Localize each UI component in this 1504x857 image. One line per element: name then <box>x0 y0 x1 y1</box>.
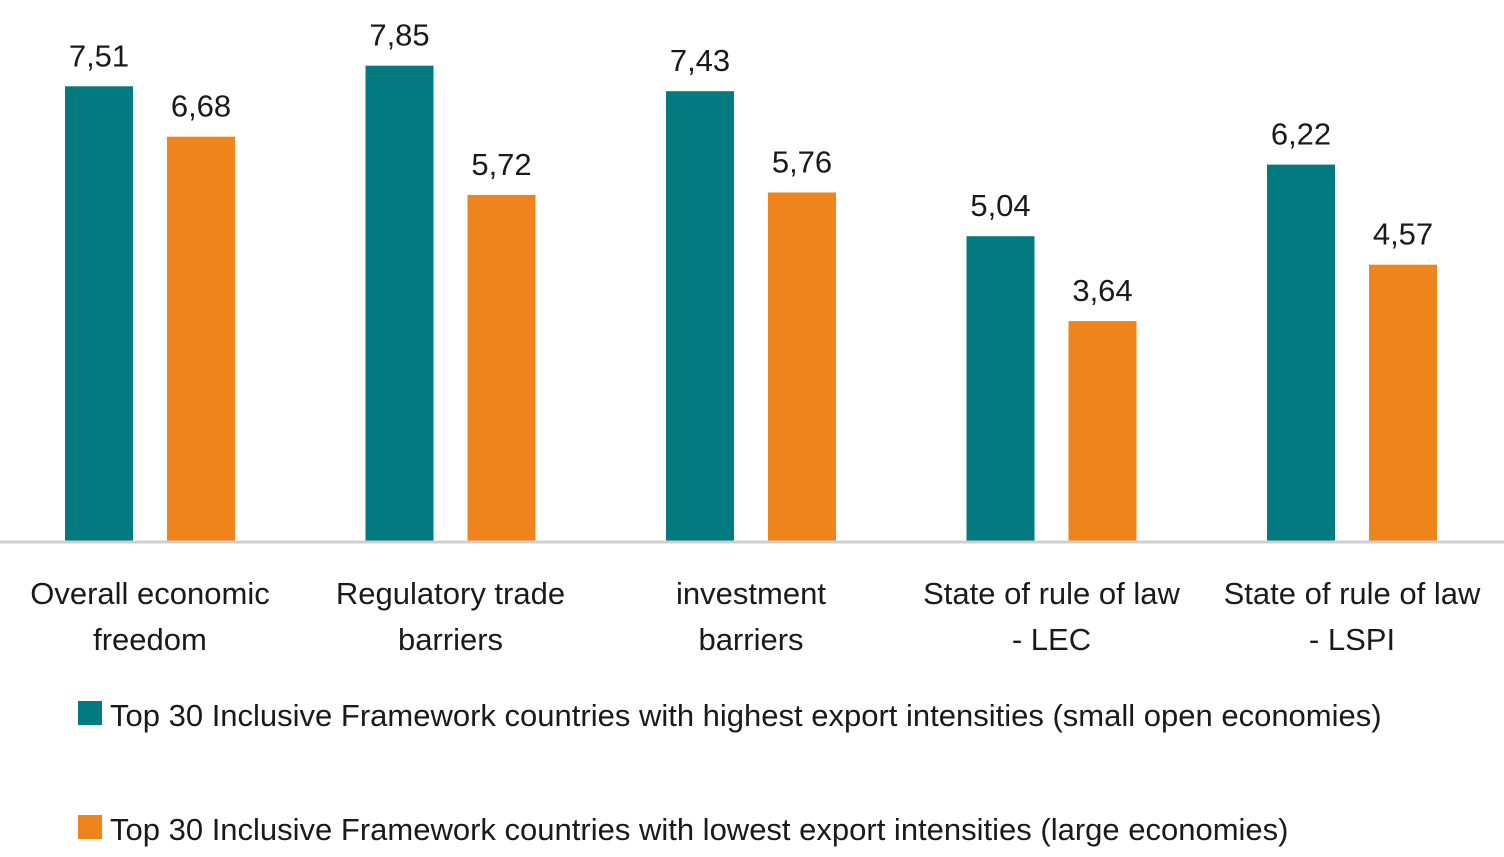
x-tick-label-cat-2-line-1: Regulatory trade <box>336 576 565 611</box>
x-tick-label-cat-5-line-1: State of rule of law <box>1224 576 1481 611</box>
legend-item-series-1: Top 30 Inclusive Framework countries wit… <box>78 693 1410 739</box>
data-label-series-2-cat-1: 6,68 <box>171 89 231 124</box>
data-label-series-1-cat-2: 7,85 <box>369 18 429 53</box>
data-label-series-1-cat-4: 5,04 <box>970 188 1030 223</box>
x-tick-label-cat-3-line-2: barriers <box>698 622 803 657</box>
x-tick-label-cat-1-line-2: freedom <box>93 622 207 657</box>
x-tick-label-cat-2-line-2: barriers <box>398 622 503 657</box>
data-labels-layer: 7,51 6,68 7,85 5,72 7,43 5,76 5,04 3,64 6,22 4,57 <box>69 18 1433 308</box>
bar-series-1-cat-5 <box>1267 164 1335 542</box>
legend-item-series-2: Top 30 Inclusive Framework countries wit… <box>78 807 1410 853</box>
bar-series-2-cat-2 <box>467 194 536 542</box>
legend-label-series-1: Top 30 Inclusive Framework countries wit… <box>110 698 1382 733</box>
data-label-series-2-cat-2: 5,72 <box>471 147 531 182</box>
x-tick-label-cat-4-line-2: - LEC <box>1012 622 1091 657</box>
bar-series-1-cat-3 <box>666 91 734 542</box>
bar-series-1-cat-1 <box>65 86 133 543</box>
bars-layer <box>65 65 1437 543</box>
data-label-series-1-cat-3: 7,43 <box>670 43 730 78</box>
legend-swatch-series-2 <box>78 815 102 839</box>
legend-label-series-2: Top 30 Inclusive Framework countries wit… <box>110 812 1289 847</box>
x-tick-label-cat-4-line-1: State of rule of law <box>923 576 1180 611</box>
bar-series-1-cat-4 <box>966 236 1035 542</box>
x-tick-label-cat-1-line-1: Overall economic <box>30 576 269 611</box>
legend-swatch-series-1 <box>78 701 102 725</box>
bar-series-2-cat-5 <box>1369 264 1437 542</box>
x-tick-label-cat-5-line-2: - LSPI <box>1309 622 1395 657</box>
data-label-series-1-cat-1: 7,51 <box>69 38 129 73</box>
bar-series-2-cat-1 <box>167 136 235 542</box>
bar-series-1-cat-2 <box>365 65 434 542</box>
data-label-series-2-cat-5: 4,57 <box>1373 217 1433 252</box>
data-label-series-2-cat-3: 5,76 <box>772 145 832 180</box>
bar-series-2-cat-3 <box>768 192 836 542</box>
bar-series-2-cat-4 <box>1068 321 1137 542</box>
data-label-series-2-cat-4: 3,64 <box>1072 273 1132 308</box>
x-tick-label-cat-3-line-1: investment <box>676 576 826 611</box>
data-label-series-1-cat-5: 6,22 <box>1271 117 1331 152</box>
chart-canvas: 7,51 6,68 7,85 5,72 7,43 5,76 5,04 3,64 6,22 4,57… <box>0 18 1504 657</box>
x-tick-labels-layer: Overall economic freedom Regulatory trade b… <box>30 576 1481 657</box>
